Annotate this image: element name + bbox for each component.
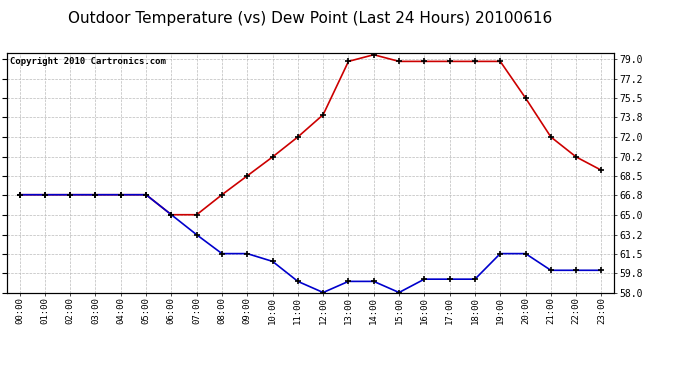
Text: Outdoor Temperature (vs) Dew Point (Last 24 Hours) 20100616: Outdoor Temperature (vs) Dew Point (Last… — [68, 11, 553, 26]
Text: Copyright 2010 Cartronics.com: Copyright 2010 Cartronics.com — [10, 57, 166, 66]
